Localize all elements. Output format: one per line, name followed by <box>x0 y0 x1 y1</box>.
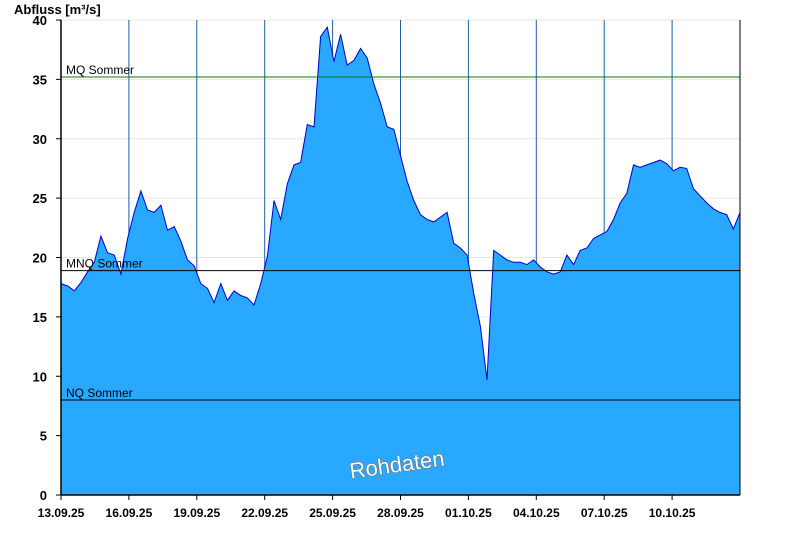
y-tick-label: 10 <box>33 369 47 384</box>
y-tick-label: 25 <box>33 191 47 206</box>
x-tick-label: 19.09.25 <box>173 506 220 520</box>
y-tick-label: 15 <box>33 310 47 325</box>
reference-line-label: MNQ Sommer <box>66 257 143 271</box>
reference-line-label: MQ Sommer <box>66 63 134 77</box>
x-tick-label: 13.09.25 <box>38 506 85 520</box>
x-tick-label: 07.10.25 <box>581 506 628 520</box>
y-tick-label: 35 <box>33 72 47 87</box>
x-tick-label: 16.09.25 <box>106 506 153 520</box>
reference-lines: MQ Sommer MNQ Sommer NQ Sommer <box>61 63 740 401</box>
x-ticks: 13.09.25 16.09.25 19.09.25 22.09.25 25.09.25… <box>38 495 696 520</box>
x-tick-label: 01.10.25 <box>445 506 492 520</box>
y-tick-label: 30 <box>33 132 47 147</box>
x-tick-label: 28.09.25 <box>377 506 424 520</box>
reference-line-label: NQ Sommer <box>66 386 133 400</box>
y-tick-label: 5 <box>40 429 47 444</box>
series-layer <box>60 25 741 495</box>
x-tick-label: 25.09.25 <box>309 506 356 520</box>
y-tick-label: 0 <box>40 488 47 503</box>
x-tick-label: 04.10.25 <box>513 506 560 520</box>
x-tick-label: 10.10.25 <box>649 506 696 520</box>
series-line <box>60 25 741 380</box>
y-axis-label: Abfluss [m³/s] <box>14 2 101 17</box>
y-tick-label: 20 <box>33 251 47 266</box>
x-tick-label: 22.09.25 <box>241 506 288 520</box>
y-ticks: 0 5 10 15 20 25 30 35 40 <box>33 13 61 503</box>
series-area <box>61 27 740 495</box>
y-tick-label: 40 <box>33 13 47 28</box>
